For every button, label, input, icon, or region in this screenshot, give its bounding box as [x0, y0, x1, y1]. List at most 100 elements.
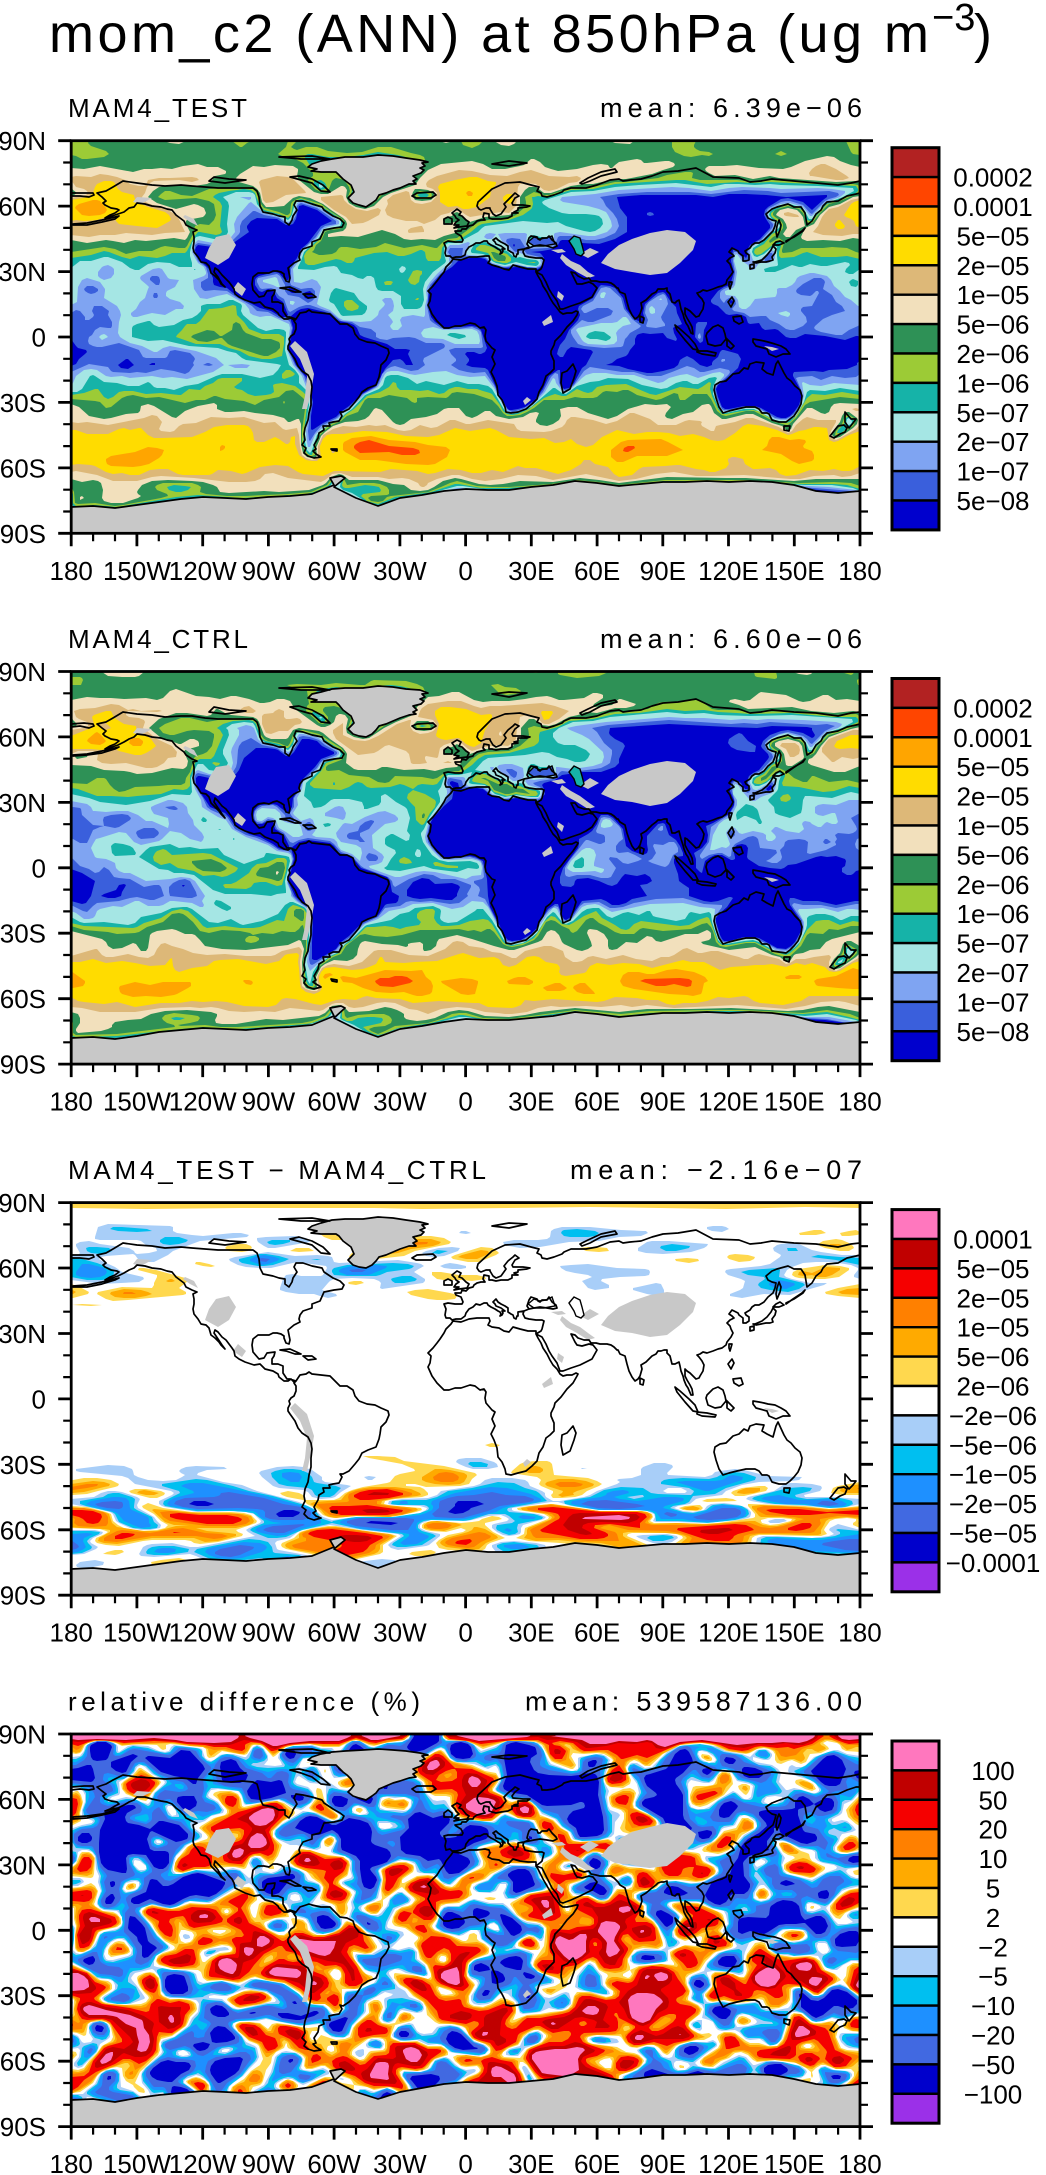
svg-text:0: 0: [32, 853, 46, 883]
svg-text:150W: 150W: [103, 2149, 171, 2175]
svg-text:1e−07: 1e−07: [956, 987, 1029, 1017]
svg-text:30E: 30E: [508, 2149, 554, 2175]
svg-text:90W: 90W: [242, 556, 296, 586]
svg-text:1e−06: 1e−06: [956, 899, 1029, 929]
svg-text:MAM4_TEST: MAM4_TEST: [68, 93, 247, 123]
svg-text:1e−05: 1e−05: [956, 811, 1029, 841]
svg-text:30W: 30W: [373, 1087, 427, 1117]
svg-text:150E: 150E: [764, 2149, 825, 2175]
svg-text:180: 180: [50, 1618, 93, 1648]
svg-text:60E: 60E: [574, 1618, 620, 1648]
svg-text:5e−07: 5e−07: [956, 398, 1029, 428]
svg-text:60E: 60E: [574, 1087, 620, 1117]
svg-text:30W: 30W: [373, 556, 427, 586]
svg-text:0.0001: 0.0001: [953, 1225, 1033, 1255]
svg-text:90N: 90N: [0, 1188, 46, 1218]
svg-text:60N: 60N: [0, 722, 46, 752]
svg-text:5: 5: [986, 1874, 1000, 1904]
svg-text:30S: 30S: [0, 1450, 46, 1480]
svg-text:30W: 30W: [373, 1618, 427, 1648]
svg-text:2e−06: 2e−06: [956, 1372, 1029, 1402]
svg-text:5e−05: 5e−05: [956, 1254, 1029, 1284]
svg-text:60W: 60W: [307, 556, 361, 586]
svg-text:60E: 60E: [574, 2149, 620, 2175]
svg-text:5e−08: 5e−08: [956, 486, 1029, 516]
svg-text:0.0002: 0.0002: [953, 693, 1033, 723]
svg-text:30N: 30N: [0, 1319, 46, 1349]
svg-text:1e−07: 1e−07: [956, 457, 1029, 487]
svg-text:60S: 60S: [0, 1515, 46, 1545]
svg-text:90N: 90N: [0, 126, 46, 156]
svg-text:−5e−05: −5e−05: [949, 1519, 1037, 1549]
svg-text:5e−07: 5e−07: [956, 929, 1029, 959]
svg-text:−1e−05: −1e−05: [949, 1460, 1037, 1490]
svg-text:60W: 60W: [307, 1618, 361, 1648]
svg-text:60S: 60S: [0, 2047, 46, 2077]
svg-text:0: 0: [458, 1087, 472, 1117]
svg-text:mean: −2.16e−07: mean: −2.16e−07: [570, 1155, 862, 1185]
svg-text:0: 0: [32, 323, 46, 353]
svg-text:180: 180: [838, 1618, 881, 1648]
svg-text:50: 50: [979, 1785, 1008, 1815]
svg-text:0: 0: [458, 556, 472, 586]
svg-text:2e−06: 2e−06: [956, 339, 1029, 369]
svg-text:150W: 150W: [103, 556, 171, 586]
svg-text:90S: 90S: [0, 519, 46, 549]
svg-text:120E: 120E: [698, 1087, 759, 1117]
svg-text:30E: 30E: [508, 556, 554, 586]
svg-text:100: 100: [971, 1756, 1014, 1786]
svg-text:120W: 120W: [169, 2149, 237, 2175]
svg-text:0: 0: [32, 1916, 46, 1946]
svg-text:150E: 150E: [764, 556, 825, 586]
svg-text:2e−05: 2e−05: [956, 1283, 1029, 1313]
svg-text:180: 180: [838, 1087, 881, 1117]
svg-text:1e−05: 1e−05: [956, 1313, 1029, 1343]
svg-text:−50: −50: [971, 2050, 1015, 2080]
svg-text:120W: 120W: [169, 1618, 237, 1648]
svg-text:150W: 150W: [103, 1618, 171, 1648]
svg-text:180: 180: [838, 2149, 881, 2175]
svg-text:60W: 60W: [307, 2149, 361, 2175]
svg-text:90E: 90E: [640, 556, 686, 586]
svg-text:0.0002: 0.0002: [953, 163, 1033, 193]
svg-text:2e−07: 2e−07: [956, 958, 1029, 988]
svg-text:−0.0001: −0.0001: [946, 1548, 1041, 1578]
svg-text:20: 20: [979, 1815, 1008, 1845]
svg-text:2e−05: 2e−05: [956, 782, 1029, 812]
svg-text:180: 180: [50, 1087, 93, 1117]
svg-text:10: 10: [979, 1844, 1008, 1874]
svg-text:30N: 30N: [0, 1850, 46, 1880]
svg-text:−20: −20: [971, 2021, 1015, 2051]
svg-text:90W: 90W: [242, 1087, 296, 1117]
svg-text:60S: 60S: [0, 984, 46, 1014]
svg-text:90S: 90S: [0, 1050, 46, 1080]
svg-text:5e−05: 5e−05: [956, 752, 1029, 782]
svg-text:60N: 60N: [0, 1254, 46, 1284]
svg-text:5e−06: 5e−06: [956, 1342, 1029, 1372]
svg-text:30N: 30N: [0, 257, 46, 287]
svg-text:5e−05: 5e−05: [956, 221, 1029, 251]
svg-text:90N: 90N: [0, 1720, 46, 1750]
svg-text:5e−08: 5e−08: [956, 1017, 1029, 1047]
svg-text:1e−05: 1e−05: [956, 280, 1029, 310]
svg-text:−3: −3: [932, 0, 975, 39]
svg-text:−5: −5: [978, 1962, 1008, 1992]
svg-text:2: 2: [986, 1903, 1000, 1933]
svg-text:90S: 90S: [0, 1581, 46, 1611]
svg-text:30S: 30S: [0, 1981, 46, 2011]
svg-text:120E: 120E: [698, 556, 759, 586]
svg-text:180: 180: [838, 556, 881, 586]
svg-text:MAM4_CTRL: MAM4_CTRL: [68, 624, 248, 654]
svg-text:mom_c2 (ANN) at 850hPa (ug m: mom_c2 (ANN) at 850hPa (ug m: [49, 4, 929, 64]
svg-text:30W: 30W: [373, 2149, 427, 2175]
svg-text:5e−06: 5e−06: [956, 840, 1029, 870]
svg-text:150W: 150W: [103, 1087, 171, 1117]
svg-text:60N: 60N: [0, 192, 46, 222]
svg-text:120E: 120E: [698, 1618, 759, 1648]
svg-text:2e−06: 2e−06: [956, 870, 1029, 900]
svg-text:2e−07: 2e−07: [956, 427, 1029, 457]
svg-text:−2: −2: [978, 1932, 1008, 1962]
svg-text:60W: 60W: [307, 1087, 361, 1117]
svg-text:150E: 150E: [764, 1618, 825, 1648]
svg-text:90S: 90S: [0, 2112, 46, 2142]
